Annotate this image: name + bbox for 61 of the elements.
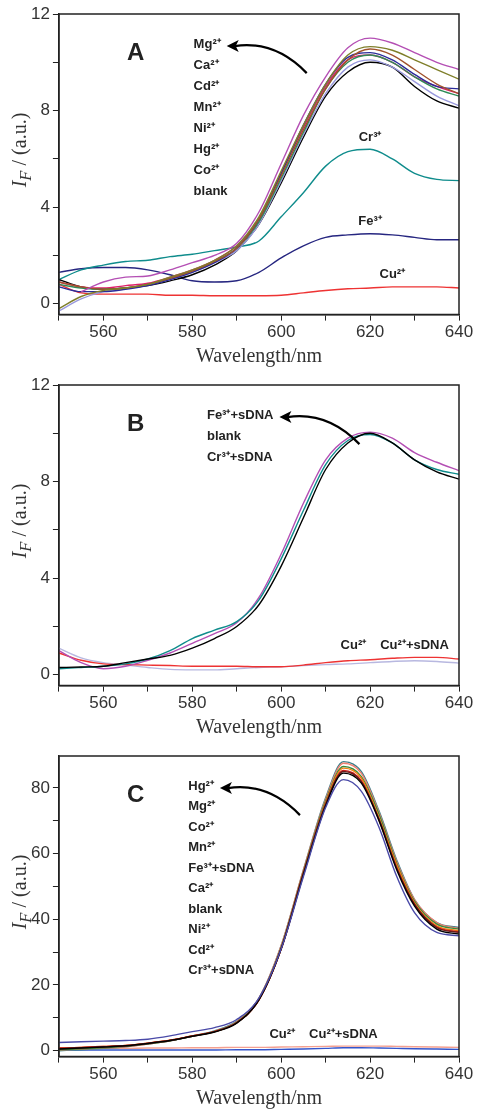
x-tick-label: 600 — [266, 1064, 296, 1084]
annotation: Cd²⁺ — [188, 941, 215, 957]
x-tick-label: 620 — [355, 322, 385, 342]
annotation: Cd²⁺ — [193, 77, 221, 93]
y-tick-label: 4 — [40, 196, 50, 216]
annotation: Co²⁺ — [188, 818, 215, 834]
x-tick-label: 560 — [89, 322, 118, 342]
text: A — [126, 37, 145, 65]
series-label: Cu²⁺+sDNA — [380, 636, 450, 652]
x-tick-label: 580 — [178, 693, 207, 713]
x-tick-label: 560 — [89, 693, 118, 713]
x-axis-title: Wavelength/nm — [195, 715, 323, 739]
series-label: Fe³⁺ — [358, 213, 383, 229]
annotation: Hg²⁺ — [188, 777, 215, 793]
x-tick-label: 560 — [89, 1064, 118, 1084]
annotation: Ni²⁺ — [193, 119, 216, 135]
y-tick-label: 20 — [30, 974, 50, 994]
text: B — [126, 408, 145, 436]
annotation: Ni²⁺ — [188, 921, 211, 937]
x-tick-label: 580 — [178, 1064, 207, 1084]
y-tick-label: 12 — [30, 374, 50, 394]
y-tick-label: 0 — [40, 664, 50, 684]
y-tick-label: 12 — [30, 3, 50, 23]
series-label: Cu²⁺ — [379, 266, 407, 282]
x-axis-title: Wavelength/nm — [195, 344, 323, 368]
x-tick-label: 600 — [266, 693, 296, 713]
annotation: blank — [206, 427, 242, 443]
annotation: Fe³⁺+sDNA — [188, 859, 256, 875]
annotation: Mg²⁺ — [193, 35, 222, 51]
y-tick-label: 4 — [40, 567, 50, 587]
series-label: Cu²⁺ — [340, 636, 368, 652]
annotation: Mg²⁺ — [188, 798, 217, 814]
annotation: blank — [188, 900, 223, 916]
annotation: Ca²⁺ — [188, 880, 215, 896]
annotation: Mn²⁺ — [193, 98, 222, 114]
y-tick-label: 80 — [30, 777, 50, 797]
annotation: Fe³⁺+sDNA — [206, 406, 275, 422]
annotation: blank — [193, 182, 229, 198]
x-axis-title: Wavelength/nm — [195, 1086, 323, 1110]
x-tick-label: 620 — [355, 1064, 385, 1084]
annotation: Cr³⁺+sDNA — [206, 448, 274, 464]
x-tick-label: 640 — [444, 1064, 474, 1084]
x-tick-label: 640 — [444, 322, 474, 342]
y-tick-label: 60 — [30, 843, 50, 863]
series-label: Cr³⁺ — [358, 128, 383, 144]
series-label: Cu²⁺+sDNA — [309, 1025, 379, 1041]
x-tick-label: 620 — [355, 693, 385, 713]
y-tick-label: 8 — [40, 100, 50, 120]
annotation: Hg²⁺ — [193, 140, 221, 156]
annotation: Co²⁺ — [193, 161, 221, 177]
annotation: Ca²⁺ — [193, 56, 220, 72]
x-tick-label: 580 — [178, 322, 207, 342]
x-tick-label: 600 — [266, 322, 296, 342]
y-tick-label: 8 — [40, 471, 50, 491]
y-tick-label: 0 — [40, 293, 50, 313]
annotation: Mn²⁺ — [188, 839, 217, 855]
y-tick-label: 0 — [40, 1040, 50, 1060]
text: C — [126, 779, 145, 807]
x-tick-label: 640 — [444, 693, 474, 713]
annotation: Cr³⁺+sDNA — [188, 962, 255, 978]
series-label: Cu²⁺ — [269, 1025, 297, 1041]
